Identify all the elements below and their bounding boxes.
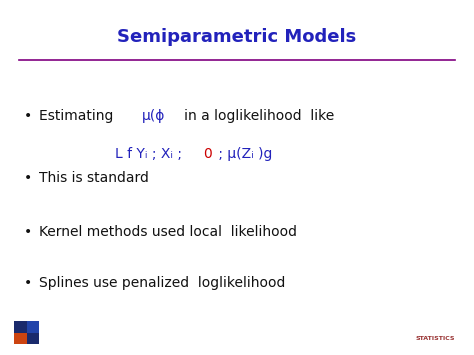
- Text: 0: 0: [203, 147, 212, 161]
- Text: This is standard: This is standard: [39, 170, 149, 185]
- Text: in a loglikelihood  like: in a loglikelihood like: [171, 109, 334, 123]
- Bar: [27, 321, 39, 333]
- Text: •: •: [24, 170, 32, 185]
- Text: •: •: [24, 276, 32, 290]
- Text: μ(ϕ: μ(ϕ: [142, 109, 165, 123]
- Bar: [14, 333, 27, 344]
- Text: L f Yᵢ ; Xᵢ ;: L f Yᵢ ; Xᵢ ;: [115, 147, 186, 161]
- Text: •: •: [24, 109, 32, 123]
- Text: ; μ(Zᵢ )g: ; μ(Zᵢ )g: [214, 147, 273, 161]
- Text: Splines use penalized  loglikelihood: Splines use penalized loglikelihood: [39, 276, 285, 290]
- Text: Estimating: Estimating: [39, 109, 122, 123]
- Bar: [14, 321, 39, 344]
- Text: STATISTICS: STATISTICS: [416, 336, 456, 341]
- Text: •: •: [24, 225, 32, 239]
- Text: Kernel methods used local  likelihood: Kernel methods used local likelihood: [39, 225, 297, 239]
- Text: Semiparametric Models: Semiparametric Models: [118, 28, 356, 45]
- Text: L f Yᵢ ; Xᵢ ; 0 ; μ(Zᵢ )g: L f Yᵢ ; Xᵢ ; 0 ; μ(Zᵢ )g: [131, 147, 270, 161]
